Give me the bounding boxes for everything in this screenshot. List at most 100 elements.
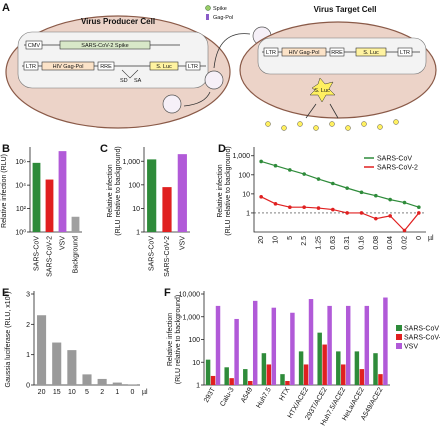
bar <box>82 374 92 385</box>
y-axis-label: Gaussia luciferase (RLU, x10⁷) <box>5 292 12 388</box>
x-tick-label: Calu-3 <box>219 386 235 407</box>
point <box>331 181 335 186</box>
x-tick-label: 20 <box>258 236 265 244</box>
y-tick-label: 10 <box>242 191 250 198</box>
legend-label: SARS-CoV-2 <box>404 335 440 342</box>
gene-label: CMV <box>28 43 41 49</box>
bar <box>373 353 378 385</box>
y-tick-label: 10,000 <box>179 292 201 299</box>
y-axis-label: (RLU relative to background) <box>115 146 122 236</box>
point <box>374 216 378 221</box>
y-tick-label: 10 <box>192 360 200 367</box>
point <box>316 177 321 181</box>
bar <box>177 154 187 232</box>
legend-swatch <box>396 334 402 340</box>
x-tick-label: 5 <box>287 236 294 240</box>
bar <box>32 162 41 232</box>
y-axis-label: Relative infection (RLU) <box>1 154 8 228</box>
panel-label: B <box>2 143 10 155</box>
bar <box>308 299 314 385</box>
arrow <box>213 33 251 69</box>
gene-box <box>97 61 115 71</box>
point <box>259 159 263 164</box>
panel-label: F <box>164 287 171 299</box>
axis <box>33 291 140 386</box>
line <box>260 160 420 208</box>
x-tick-label: Background <box>73 236 80 273</box>
y-axis-label: Relative infection <box>107 164 114 217</box>
x-tick-label: 5 <box>85 389 89 396</box>
bar <box>210 375 216 385</box>
y-tick-label: 1,000 <box>122 159 140 166</box>
bar <box>252 300 258 385</box>
arrow <box>305 103 339 119</box>
legend-label: SARS-CoV <box>404 326 439 333</box>
y-tick-label: 1,000 <box>182 314 200 321</box>
panel-label: C <box>100 143 108 155</box>
bar <box>215 305 221 385</box>
x-unit: µl <box>142 389 148 396</box>
point <box>345 186 349 190</box>
bar <box>112 382 122 385</box>
gene-box <box>41 61 95 71</box>
x-tick-label: 20 <box>38 389 46 396</box>
gene-box <box>59 40 151 50</box>
gene-box <box>397 47 413 57</box>
bar <box>364 305 370 385</box>
line <box>260 196 420 232</box>
point <box>402 228 407 233</box>
bar <box>45 179 54 232</box>
gene-label: SARS-CoV-2 Spike <box>81 43 128 49</box>
x-tick-label: SARS-CoV <box>149 236 156 271</box>
x-unit: µl <box>428 235 434 242</box>
bar <box>234 318 239 385</box>
x-tick-label: 0.63 <box>330 236 337 250</box>
gene-label: HIV Gag-Pol <box>53 64 84 70</box>
bar <box>147 159 157 232</box>
x-tick-label: 1 <box>115 389 119 396</box>
gene-label: LTR <box>26 64 36 70</box>
bar <box>52 342 62 385</box>
bar <box>248 380 253 385</box>
y-tick-label: 10⁰ <box>15 229 26 237</box>
x-tick-label: SARS-CoV-2 <box>164 236 171 277</box>
x-tick-label: A549 <box>240 386 254 404</box>
x-tick-label: 2 <box>100 389 104 396</box>
y-axis-label: Relative infection <box>217 164 224 217</box>
bar <box>303 364 309 385</box>
y-tick-label: 1 <box>136 230 140 237</box>
legend-label: Spike <box>213 6 227 12</box>
panel-label: A <box>2 2 10 14</box>
y-tick-label: 3 <box>26 292 30 299</box>
y-axis-label: (RLU relative to background) <box>225 146 232 236</box>
bar <box>224 367 229 385</box>
bar <box>298 351 304 385</box>
x-tick-label: HTX <box>278 386 291 402</box>
bar <box>162 187 172 232</box>
y-tick-label: 10⁶ <box>15 159 26 166</box>
point <box>288 205 292 209</box>
x-tick-label: 0.16 <box>359 236 366 250</box>
gene-box <box>149 61 179 71</box>
point <box>359 211 364 215</box>
point <box>331 207 335 212</box>
x-tick-label: VSV <box>179 236 186 250</box>
y-tick-label: 1,000 <box>232 153 250 160</box>
diagram: A Virus Producer Cell CMV SARS-CoV-2 Spi… <box>2 2 437 131</box>
panel-label: E <box>2 287 9 299</box>
y-tick-label: 1 <box>196 383 200 390</box>
legend-swatch <box>205 5 211 11</box>
y-tick-label: 0 <box>26 383 30 390</box>
point <box>302 172 306 176</box>
gene-label: S. Luc <box>156 64 172 70</box>
gene-label: LTR <box>188 64 198 70</box>
y-tick-label: 1 <box>246 210 250 217</box>
bar <box>336 351 341 385</box>
y-tick-label: 10 <box>132 206 140 213</box>
bar <box>383 297 388 385</box>
bar <box>271 307 277 385</box>
gene-box <box>25 40 43 50</box>
point <box>288 168 292 172</box>
bar <box>243 369 248 385</box>
bar <box>71 216 80 232</box>
